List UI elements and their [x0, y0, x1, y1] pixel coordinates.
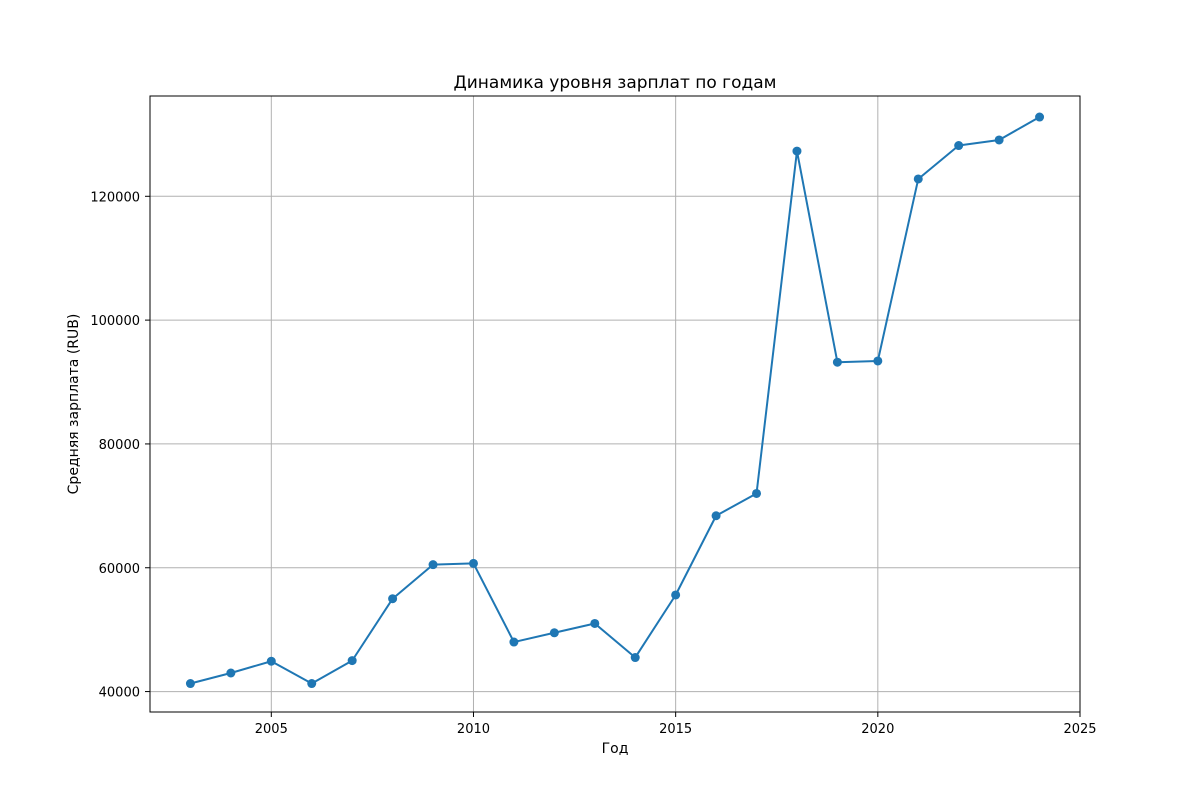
data-point	[388, 594, 398, 604]
x-tick-label: 2015	[659, 722, 692, 737]
data-point	[347, 656, 357, 666]
x-tick-label: 2025	[1063, 722, 1096, 737]
y-axis-label: Средняя зарплата (RUB)	[66, 314, 82, 495]
x-tick-label: 2010	[457, 722, 490, 737]
data-point	[185, 679, 195, 689]
data-point	[590, 618, 600, 628]
plot-frame	[149, 95, 1081, 713]
y-tick-label: 40000	[99, 686, 140, 701]
data-point	[630, 653, 640, 663]
data-point	[307, 679, 317, 689]
series-layer	[185, 112, 1045, 689]
y-tick-label: 60000	[99, 562, 140, 577]
data-point	[752, 488, 762, 498]
data-point	[994, 135, 1004, 145]
y-tick-label: 100000	[90, 314, 140, 329]
grid-layer	[150, 96, 1081, 712]
data-point	[792, 146, 802, 156]
data-point	[1035, 112, 1045, 122]
data-point	[266, 656, 276, 666]
y-tick-label: 80000	[99, 438, 140, 453]
data-point	[671, 590, 681, 600]
data-point	[832, 357, 842, 367]
data-point	[711, 511, 721, 521]
data-point	[468, 558, 478, 568]
x-axis-label: Год	[602, 741, 629, 757]
data-point	[954, 141, 964, 151]
data-point	[509, 637, 519, 647]
y-tick-label: 120000	[90, 190, 140, 205]
x-tick-label: 2005	[255, 722, 288, 737]
chart-title: Динамика уровня зарплат по годам	[453, 73, 776, 93]
data-point	[549, 628, 559, 638]
x-tick-label: 2020	[861, 722, 894, 737]
data-point	[913, 174, 923, 184]
data-point	[226, 668, 236, 678]
data-point	[428, 560, 438, 570]
series-line	[190, 116, 1041, 685]
data-point	[873, 356, 883, 366]
ticks-layer: 2005 2010 2015 2020 2025 40000 60000 80000 10000…	[90, 190, 1096, 737]
